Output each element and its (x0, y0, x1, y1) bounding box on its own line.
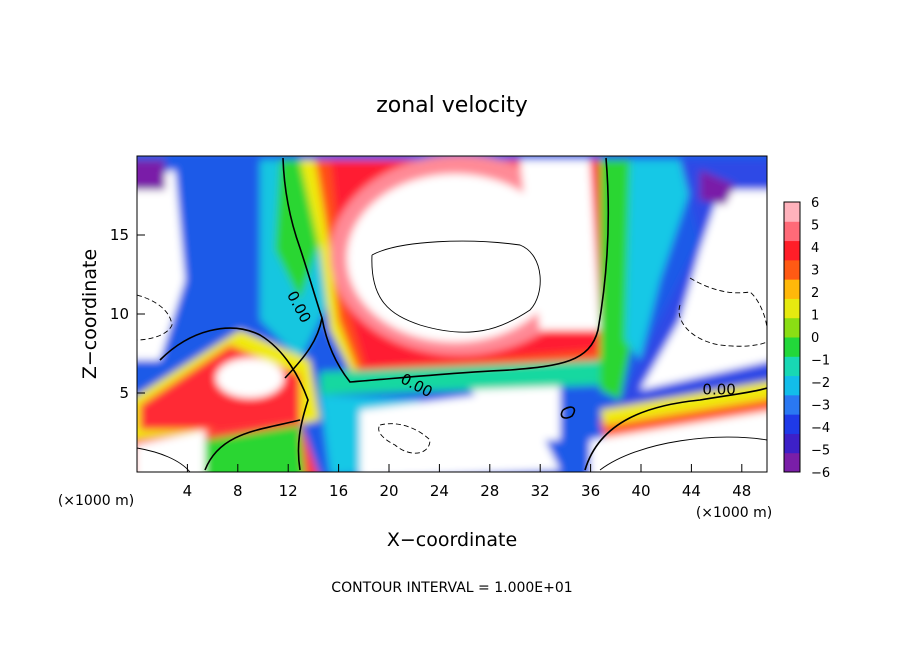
contour-interval-note: CONTOUR INTERVAL = 1.000E+01 (331, 580, 572, 596)
colorbar-tick-label: −4 (811, 421, 830, 436)
x-unit-left: (×1000 m) (58, 493, 134, 509)
colorbar-swatch (784, 298, 800, 319)
y-axis-label: Z−coordinate (79, 249, 101, 379)
colorbar-tick-label: 2 (811, 286, 819, 301)
colorbar-tick-label: 0 (811, 331, 819, 346)
colorbar-swatch (784, 394, 800, 415)
field-patch (347, 174, 563, 342)
x-axis-ticks: 4 8 12 16 20 24 28 32 36 40 44 48 (183, 464, 751, 500)
colorbar-swatch (784, 317, 800, 338)
x-tick-label: 8 (233, 482, 243, 500)
colorbar-frame (783, 201, 801, 473)
contour-line-negative (137, 294, 173, 341)
x-tick-label: 32 (531, 482, 550, 500)
contour-line (159, 327, 309, 471)
colorbar-swatch (784, 279, 800, 299)
contour-line (371, 240, 541, 333)
field-patch (470, 380, 560, 440)
contour-line (321, 157, 610, 383)
contour-line (560, 406, 576, 419)
velocity-field (137, 156, 767, 472)
colorbar-tick-label: −5 (811, 444, 830, 459)
colorbar-swatch (784, 221, 800, 242)
contour-line (599, 436, 767, 471)
colorbar-tick-label: −3 (811, 399, 830, 414)
x-unit-right: (×1000 m) (696, 505, 772, 521)
colorbar-tick-label: −2 (811, 376, 830, 391)
colorbar-swatch (784, 375, 800, 396)
colorbar-tick-label: 3 (811, 264, 819, 279)
field-patch (137, 170, 185, 360)
colorbar-tick-label: 4 (811, 241, 819, 256)
colorbar-tick-label: −1 (811, 354, 830, 369)
field-patch (137, 430, 205, 472)
x-tick-label: 44 (682, 482, 701, 500)
colorbar-tick-label: 6 (811, 196, 819, 211)
field-patch (625, 160, 700, 360)
field-patch (600, 381, 767, 425)
contour-line-negative (378, 423, 431, 454)
y-tick-label: 5 (119, 384, 129, 402)
colorbar-swatch (784, 337, 800, 357)
colorbar-swatch (784, 452, 800, 473)
x-axis-label: X−coordinate (387, 529, 517, 551)
contour-line-negative (689, 277, 767, 331)
field-patch (137, 160, 165, 190)
x-tick-label: 20 (379, 482, 398, 500)
colorbar: 6 5 4 3 2 1 0 −1 −2 −3 −4 −5 −6 (783, 196, 830, 481)
colorbar-swatch (784, 414, 800, 434)
contour-label: 0.00 (702, 381, 735, 399)
x-tick-label: 36 (581, 482, 600, 500)
x-tick-label: 48 (732, 482, 751, 500)
field-patch (700, 170, 735, 205)
field-patch (640, 190, 767, 390)
contour-line (584, 387, 767, 471)
colorbar-tick-label: 1 (811, 309, 819, 324)
field-patch (205, 425, 305, 472)
y-tick-label: 10 (110, 305, 129, 323)
colorbar-swatch (784, 356, 800, 377)
y-tick-label: 15 (110, 226, 129, 244)
field-patch (216, 358, 284, 398)
x-tick-label: 40 (631, 482, 650, 500)
colorbar-tick-label: 5 (811, 219, 819, 234)
x-tick-label: 24 (430, 482, 449, 500)
x-tick-label: 16 (329, 482, 348, 500)
x-tick-label: 12 (279, 482, 298, 500)
colorbar-tick-label: −6 (811, 466, 830, 481)
x-tick-label: 4 (183, 482, 193, 500)
chart-title: zonal velocity (376, 93, 528, 118)
colorbar-swatch (784, 240, 800, 261)
contour-line (204, 419, 301, 471)
field-patch (590, 411, 767, 472)
y-axis-ticks: 5 10 15 (110, 226, 145, 402)
colorbar-swatch (784, 259, 800, 280)
colorbar-swatch (784, 433, 800, 454)
x-tick-label: 28 (480, 482, 499, 500)
contour-line (282, 157, 323, 379)
colorbar-swatch (784, 202, 800, 222)
